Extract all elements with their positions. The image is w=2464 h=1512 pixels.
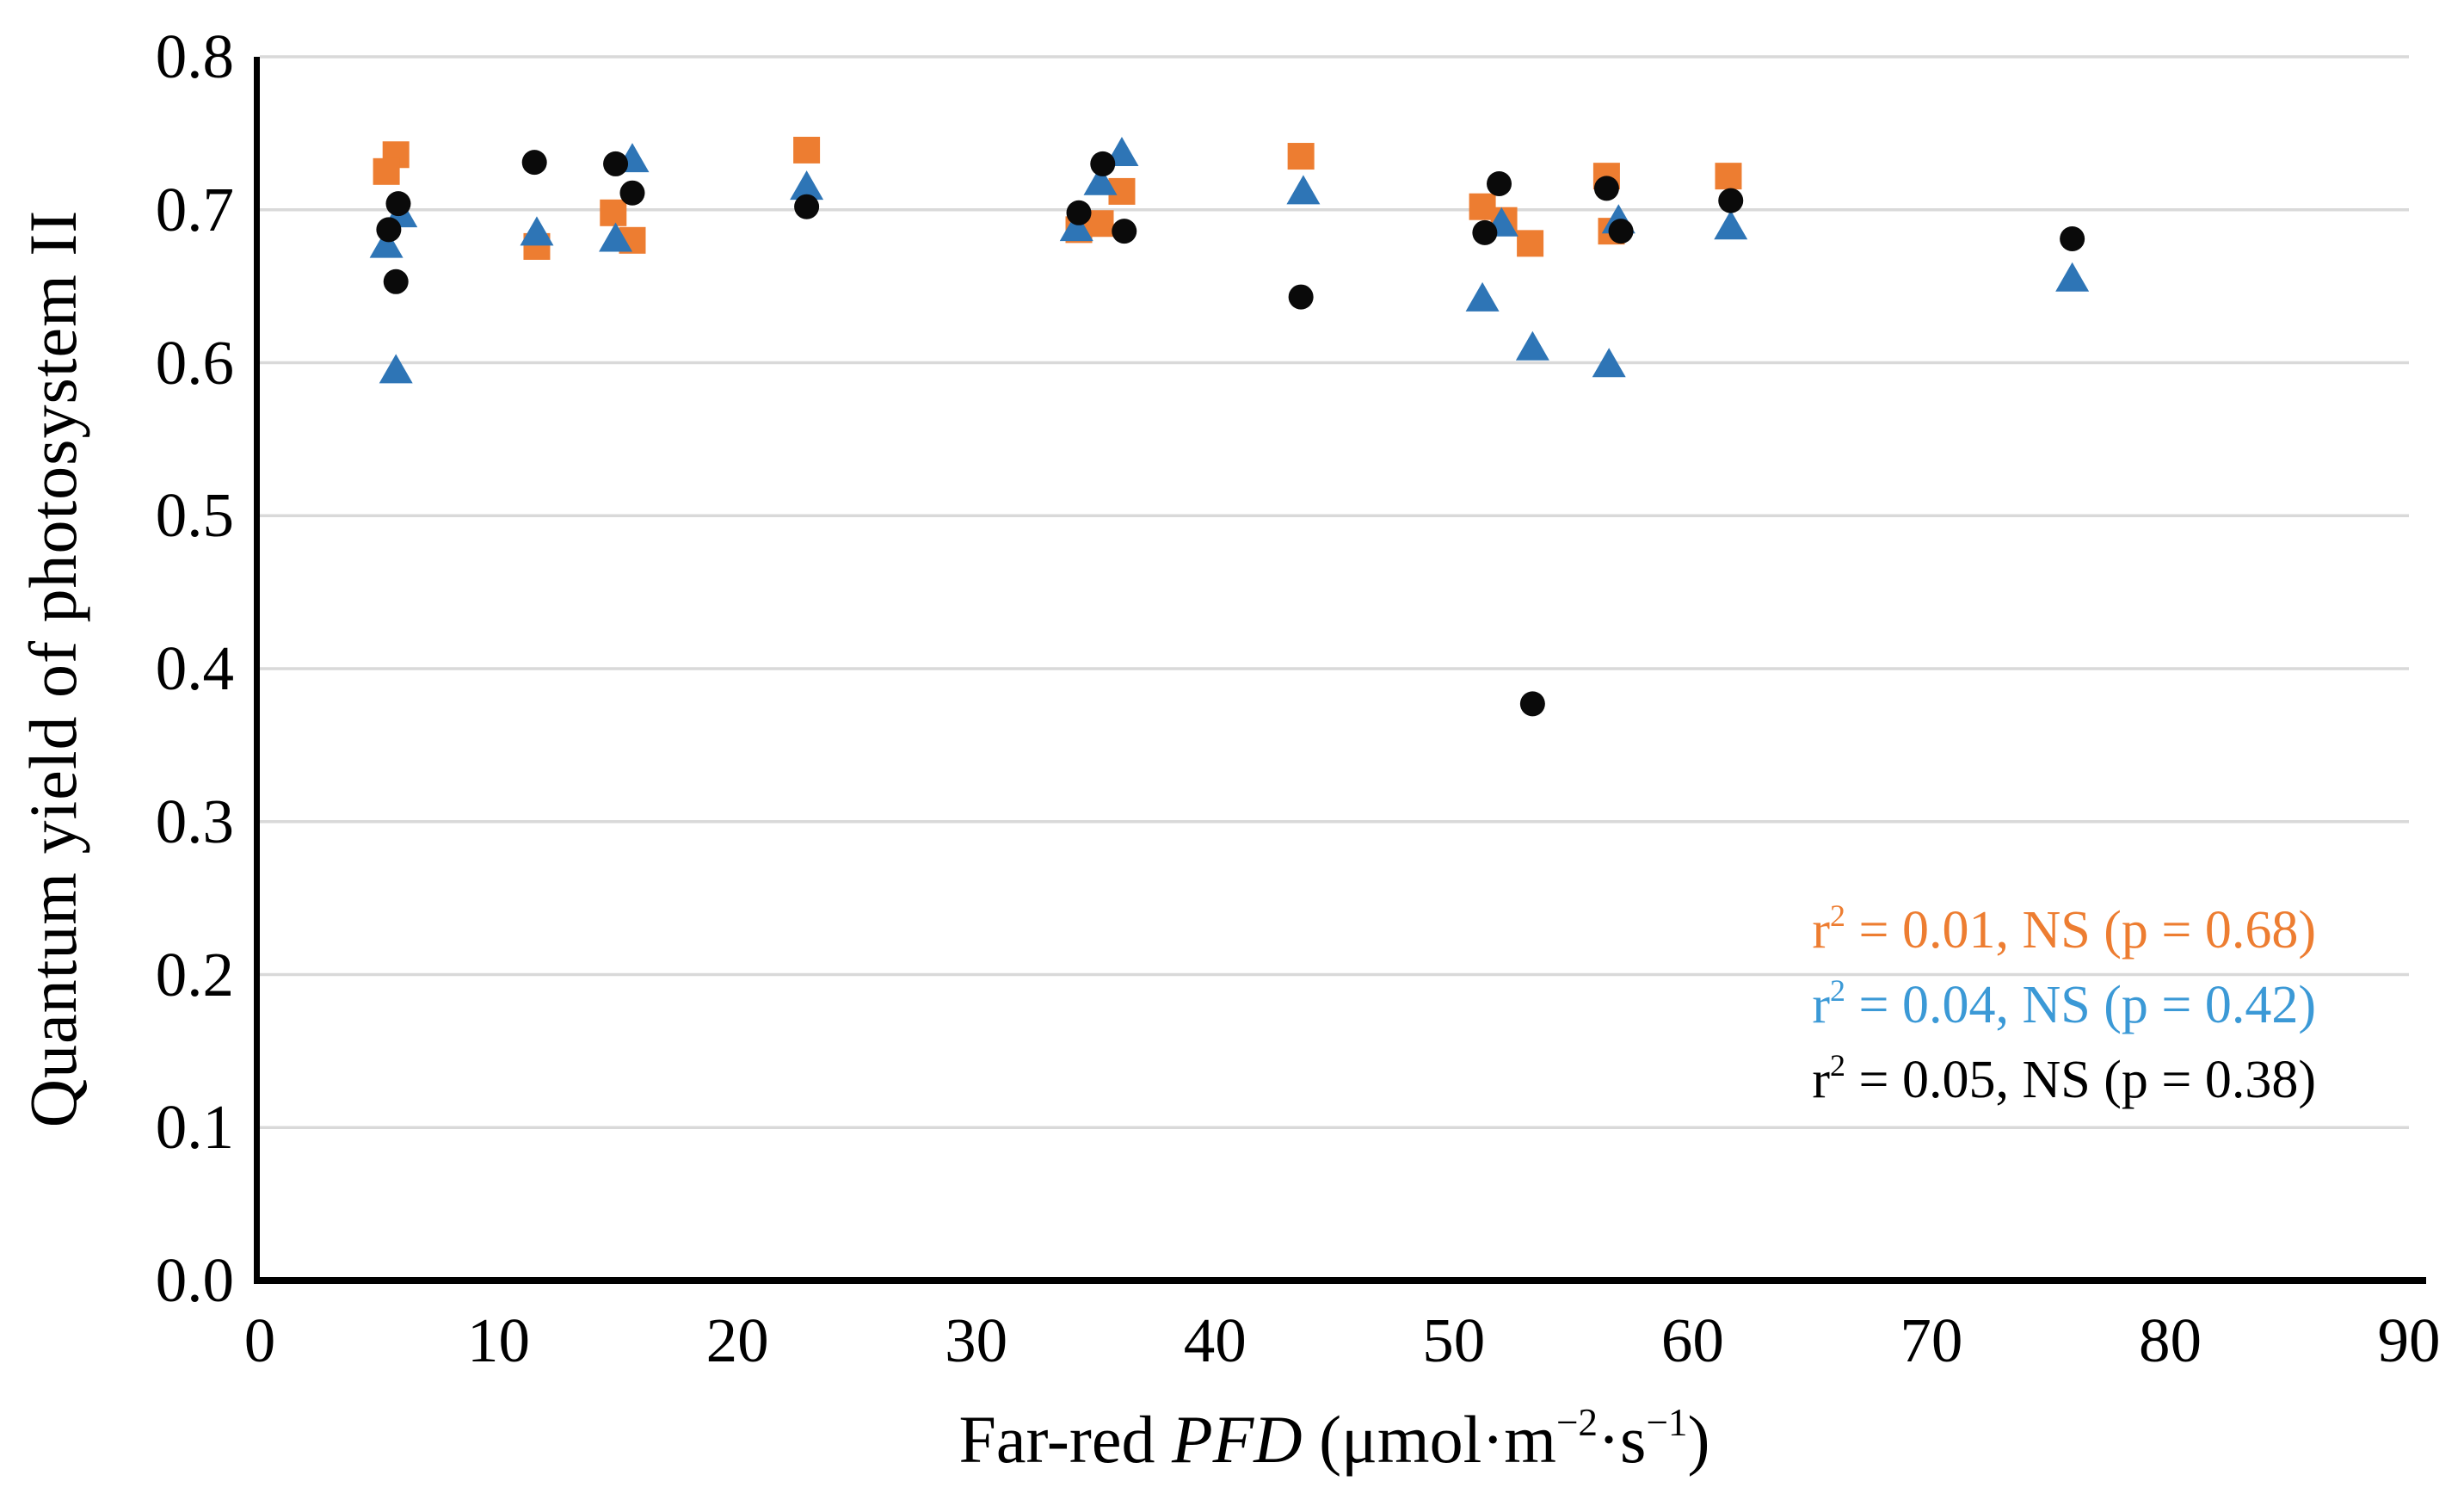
x-axis-title-part: Far-red — [958, 1402, 1172, 1477]
data-point-black-circles — [1288, 284, 1314, 310]
data-point-blue-triangles — [520, 216, 554, 246]
annotation-exponent: 2 — [1830, 898, 1846, 934]
x-tick-label-40: 40 — [1183, 1305, 1247, 1375]
data-point-orange-squares — [1087, 210, 1114, 238]
data-point-black-circles — [1112, 219, 1137, 244]
y-tick-label-0.6: 0.6 — [155, 327, 234, 398]
x-tick-label-80: 80 — [2138, 1305, 2202, 1375]
data-point-blue-triangles — [379, 354, 413, 384]
data-point-blue-triangles — [1286, 175, 1321, 205]
x-axis-title: Far-red PFD (μmol·m−2·s−1) — [260, 1401, 2409, 1478]
data-point-orange-squares — [1517, 230, 1544, 257]
x-axis-title-exponent: −2 — [1555, 1401, 1599, 1445]
annotation-exponent: 2 — [1830, 973, 1846, 1009]
x-axis-title-exponent: −1 — [1646, 1401, 1688, 1445]
y-axis-title: Quantum yield of photosystem II — [15, 209, 90, 1128]
annotation-black-series: r2 = 0.05, NS (p = 0.38) — [1812, 1043, 2316, 1118]
data-point-orange-squares — [793, 136, 821, 164]
data-point-blue-triangles — [1714, 210, 1748, 240]
x-axis-title-part: ·s — [1598, 1402, 1647, 1477]
data-point-black-circles — [1487, 171, 1512, 197]
annotation-text: = 0.01, NS (p = 0.68) — [1845, 901, 2316, 960]
data-point-black-circles — [1066, 200, 1092, 225]
x-axis-line — [254, 1277, 2426, 1284]
data-point-black-circles — [1519, 691, 1545, 717]
data-point-black-circles — [521, 150, 547, 176]
data-point-black-circles — [1718, 188, 1744, 213]
x-tick-label-50: 50 — [1422, 1305, 1486, 1375]
stats-annotations: r2 = 0.01, NS (p = 0.68) r2 = 0.04, NS (… — [1812, 893, 2316, 1118]
x-tick-label-10: 10 — [467, 1305, 531, 1375]
y-tick-label-0.4: 0.4 — [155, 633, 234, 703]
x-tick-label-60: 60 — [1660, 1305, 1724, 1375]
annotation-orange-series: r2 = 0.01, NS (p = 0.68) — [1812, 893, 2316, 968]
data-point-black-circles — [794, 194, 820, 219]
data-point-blue-triangles — [790, 170, 824, 201]
data-point-orange-squares — [1287, 143, 1315, 170]
y-tick-label-0.3: 0.3 — [155, 786, 234, 856]
data-point-black-circles — [376, 217, 402, 243]
annotation-text: = 0.04, NS (p = 0.42) — [1845, 976, 2316, 1034]
data-point-blue-triangles — [2055, 262, 2090, 292]
y-axis-line — [254, 57, 260, 1284]
x-tick-label-30: 30 — [945, 1305, 1008, 1375]
data-point-black-circles — [383, 268, 409, 294]
data-point-blue-triangles — [1465, 281, 1500, 312]
data-point-blue-triangles — [1515, 330, 1549, 361]
data-point-black-circles — [1593, 176, 1619, 201]
annotation-text: r — [1812, 976, 1831, 1034]
x-tick-label-70: 70 — [1900, 1305, 1963, 1375]
data-point-blue-triangles — [1059, 212, 1093, 242]
data-point-black-circles — [1608, 219, 1634, 244]
x-tick-label-20: 20 — [705, 1305, 769, 1375]
data-point-blue-triangles — [1592, 348, 1626, 378]
y-tick-label-0.7: 0.7 — [155, 174, 234, 244]
x-axis-title-part: ) — [1687, 1402, 1710, 1477]
annotation-text: r — [1812, 901, 1831, 960]
x-axis-title-part: (μmol·m — [1302, 1402, 1556, 1477]
data-point-blue-triangles — [599, 222, 633, 252]
x-tick-label-90: 90 — [2377, 1305, 2441, 1375]
data-point-black-circles — [603, 151, 629, 176]
x-tick-label-0: 0 — [243, 1305, 276, 1375]
data-point-black-circles — [619, 180, 645, 206]
data-point-black-circles — [1472, 219, 1498, 245]
data-point-black-circles — [385, 191, 411, 217]
annotation-blue-series: r2 = 0.04, NS (p = 0.42) — [1812, 968, 2316, 1043]
data-point-orange-squares — [373, 157, 400, 185]
data-point-blue-triangles — [1083, 165, 1118, 195]
annotation-text: = 0.05, NS (p = 0.38) — [1845, 1051, 2316, 1109]
y-tick-label-0.2: 0.2 — [155, 939, 234, 1009]
data-point-black-circles — [2060, 226, 2085, 252]
y-tick-label-0.5: 0.5 — [155, 480, 234, 551]
y-tick-label-0.1: 0.1 — [155, 1092, 234, 1163]
y-tick-label-0.8: 0.8 — [155, 22, 234, 91]
annotation-exponent: 2 — [1830, 1048, 1846, 1083]
annotation-text: r — [1812, 1051, 1831, 1109]
y-tick-label-0.0: 0.0 — [155, 1245, 234, 1315]
x-axis-title-pfd: PFD — [1171, 1402, 1303, 1477]
data-point-orange-squares — [600, 199, 627, 226]
data-point-orange-squares — [1715, 163, 1742, 190]
data-point-blue-triangles — [369, 228, 403, 258]
data-point-black-circles — [1090, 151, 1116, 176]
